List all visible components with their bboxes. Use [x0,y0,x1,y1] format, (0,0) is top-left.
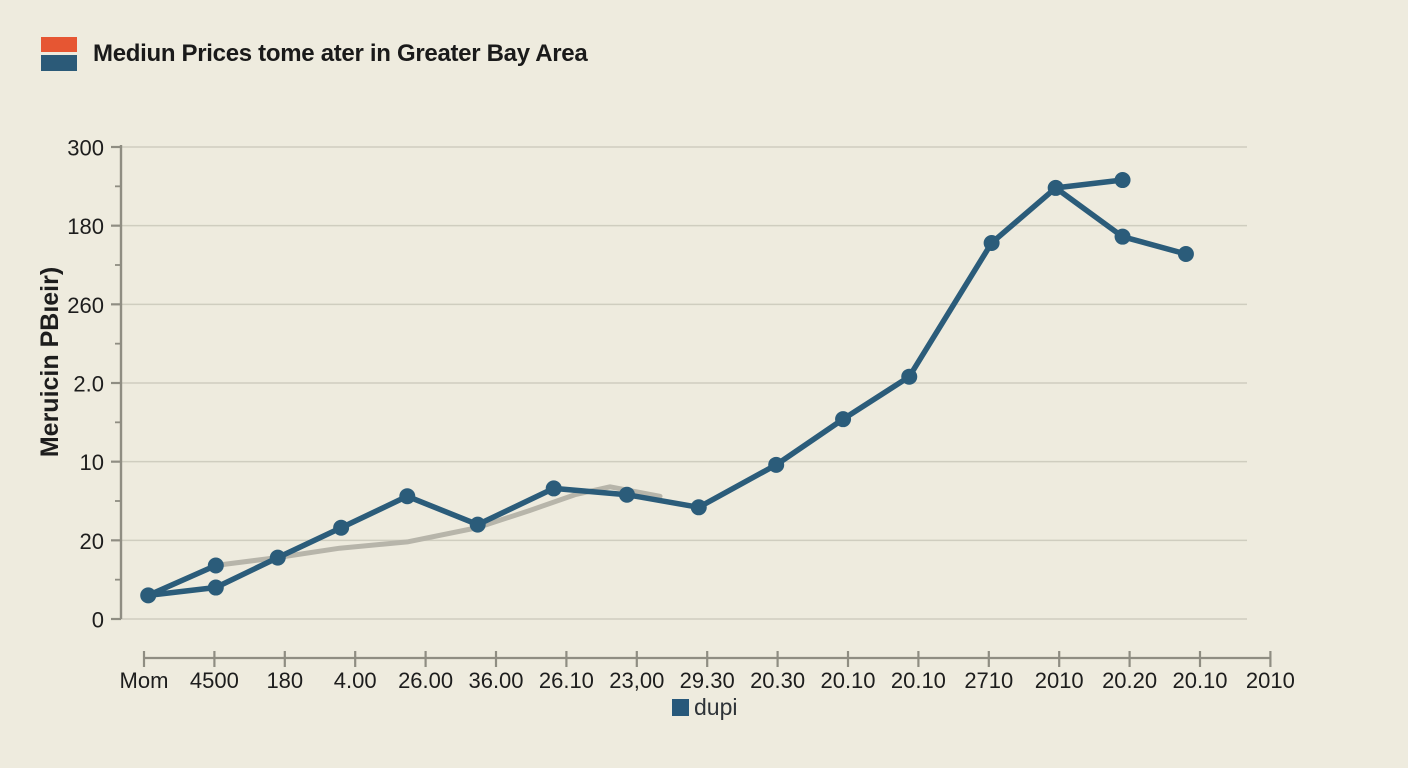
y-tick-label: 10 [80,450,104,475]
x-tick-label: 26.00 [398,668,453,693]
x-tick-label: 2710 [964,668,1013,693]
data-point-marker [1114,172,1131,189]
title-block: Mediun Prices tome ater in Greater Bay A… [41,37,588,71]
legend-swatch-icon [672,699,689,716]
y-tick-label: 300 [67,136,104,161]
data-point-marker [1114,228,1131,245]
data-point-marker [269,549,286,566]
x-tick-label: 4.00 [334,668,377,693]
data-point-marker [140,587,157,604]
legend-label: dupi [694,694,737,720]
x-tick-label: Mom [120,668,169,693]
x-tick-label: 29.30 [680,668,735,693]
y-tick-label: 20 [80,529,104,554]
x-tick-label: 20.10 [1172,668,1227,693]
data-point-marker [1047,179,1064,196]
blue-swatch-icon [41,55,77,71]
data-point-marker [618,486,635,503]
series-branch [1052,177,1126,191]
data-point-marker [768,456,785,473]
x-tick-label: 20.30 [750,668,805,693]
series-line [145,185,1189,599]
x-tick-label: 20.20 [1102,668,1157,693]
y-axis-title: Meruicin PBıeir) [36,267,64,457]
data-point-marker [901,368,918,385]
y-tick-label: 2.0 [73,372,104,397]
y-tick-label: 180 [67,214,104,239]
x-tick-label: 4500 [190,668,239,693]
page-title: Mediun Prices tome ater in Greater Bay A… [93,40,588,67]
x-tick-label: 23,00 [609,668,664,693]
data-point-marker [469,516,486,533]
data-point-marker [690,499,707,516]
x-tick-label: 180 [266,668,303,693]
data-point-marker [545,480,562,497]
data-point-marker [983,234,1000,251]
orange-swatch-icon [41,37,77,52]
x-tick-label: 2010 [1035,668,1084,693]
data-point-marker [1177,245,1194,262]
x-tick-label: 26.10 [539,668,594,693]
series-branch [145,562,219,599]
data-point-marker [207,557,224,574]
data-point-marker [835,411,852,428]
x-tick-label: 20.10 [891,668,946,693]
x-tick-label: 36.00 [468,668,523,693]
title-legend-icon [41,37,77,71]
y-tick-label: 0 [92,608,104,633]
data-point-marker [207,579,224,596]
data-point-marker [399,488,416,505]
y-tick-label: 260 [67,293,104,318]
x-tick-label: 20.10 [820,668,875,693]
data-point-marker [333,519,350,536]
x-tick-label: 2010 [1246,668,1295,693]
